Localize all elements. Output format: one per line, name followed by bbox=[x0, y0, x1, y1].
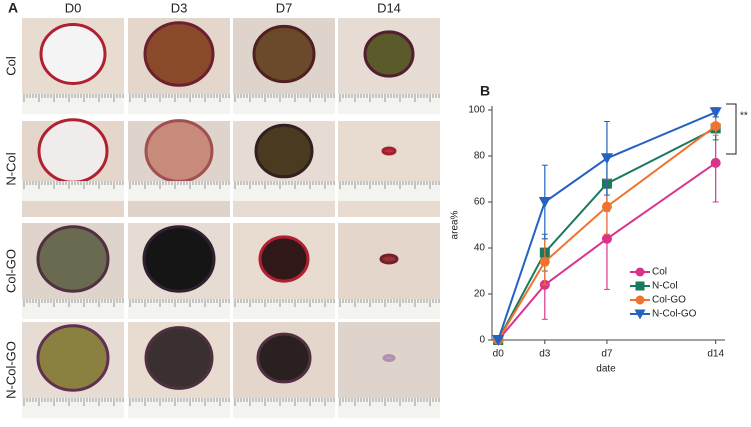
row-label: Col-GO bbox=[3, 249, 18, 293]
wound bbox=[36, 225, 110, 293]
wound bbox=[144, 119, 214, 183]
marker bbox=[710, 157, 721, 168]
ruler bbox=[22, 299, 124, 319]
ruler bbox=[233, 94, 335, 114]
photo bbox=[338, 121, 440, 217]
series-line bbox=[497, 127, 717, 341]
x-tick-label: d3 bbox=[539, 349, 551, 360]
ruler bbox=[128, 181, 230, 201]
column-header: D7 bbox=[276, 0, 293, 15]
marker bbox=[539, 256, 550, 267]
ruler bbox=[22, 398, 124, 418]
y-tick-label: 0 bbox=[479, 335, 485, 346]
wound bbox=[382, 354, 396, 362]
ruler bbox=[22, 181, 124, 201]
ruler bbox=[338, 181, 440, 201]
ruler bbox=[233, 181, 335, 201]
x-tick-label: d14 bbox=[707, 349, 724, 360]
annotation: ** bbox=[740, 111, 748, 122]
marker bbox=[538, 197, 551, 208]
ruler bbox=[22, 94, 124, 114]
marker bbox=[635, 267, 645, 277]
ruler bbox=[233, 299, 335, 319]
legend-label: Col-GO bbox=[652, 295, 686, 306]
marker bbox=[709, 107, 722, 119]
y-tick-label: 80 bbox=[474, 151, 486, 162]
series-line bbox=[497, 162, 717, 341]
significance-bracket bbox=[726, 103, 737, 155]
wound bbox=[379, 253, 399, 265]
wound bbox=[144, 326, 214, 390]
ruler bbox=[128, 398, 230, 418]
panel-label: B bbox=[480, 83, 490, 99]
panel-label: A bbox=[8, 0, 18, 16]
series-line bbox=[497, 125, 717, 341]
wound bbox=[36, 324, 110, 392]
marker bbox=[635, 295, 645, 305]
y-tick-label: 60 bbox=[474, 197, 486, 208]
wound bbox=[254, 123, 314, 179]
row-label: N-Col bbox=[3, 152, 18, 185]
marker bbox=[492, 335, 505, 346]
wound bbox=[37, 118, 109, 184]
marker bbox=[635, 281, 645, 291]
column-header: D14 bbox=[377, 0, 401, 15]
marker bbox=[601, 233, 612, 244]
wound bbox=[143, 21, 215, 87]
wound bbox=[142, 225, 216, 293]
wound bbox=[381, 146, 397, 156]
wound bbox=[256, 332, 312, 384]
row-label: Col bbox=[3, 56, 18, 76]
y-tick-label: 20 bbox=[474, 289, 486, 300]
column-header: D3 bbox=[171, 0, 188, 15]
y-tick-label: 40 bbox=[474, 243, 486, 254]
ruler bbox=[338, 94, 440, 114]
marker bbox=[634, 309, 646, 320]
series-line bbox=[497, 111, 717, 341]
legend-label: Col bbox=[652, 267, 667, 278]
column-header: D0 bbox=[65, 0, 82, 15]
marker bbox=[600, 153, 613, 165]
marker bbox=[710, 121, 721, 132]
wound bbox=[39, 23, 107, 85]
ruler bbox=[128, 94, 230, 114]
y-axis-label: area% bbox=[450, 210, 461, 239]
ruler bbox=[233, 398, 335, 418]
wound bbox=[252, 24, 316, 84]
wound bbox=[363, 30, 415, 78]
ruler bbox=[128, 299, 230, 319]
y-tick-label: 100 bbox=[468, 105, 485, 116]
x-axis-label: date bbox=[596, 364, 616, 375]
ruler bbox=[338, 398, 440, 418]
legend-label: N-Col-GO bbox=[652, 309, 697, 320]
marker bbox=[601, 201, 612, 212]
legend-label: N-Col bbox=[652, 281, 678, 292]
row-label: N-Col-GO bbox=[3, 341, 18, 399]
x-tick-label: d0 bbox=[493, 349, 505, 360]
wound bbox=[258, 235, 310, 283]
ruler bbox=[338, 299, 440, 319]
x-tick-label: d7 bbox=[601, 349, 613, 360]
